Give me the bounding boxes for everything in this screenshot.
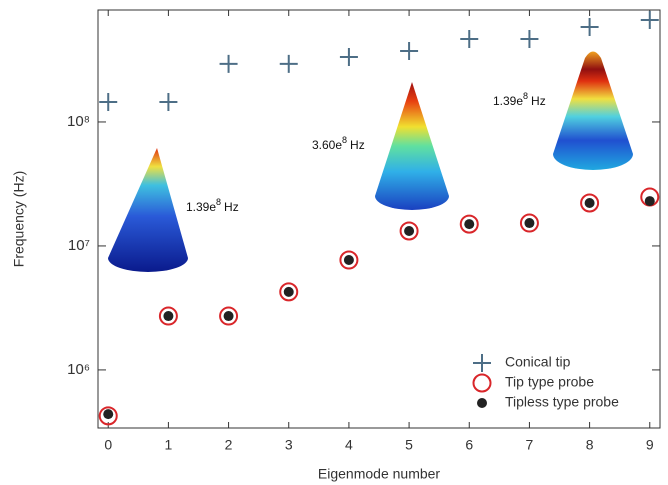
x-tick-label: 2: [225, 437, 233, 453]
circle-marker: [219, 306, 239, 326]
y-tick-label: 10⁶: [67, 361, 90, 378]
dot-marker: [163, 311, 174, 322]
x-axis-label: Eigenmode number: [318, 466, 441, 482]
circle-marker: [279, 282, 299, 302]
plus-marker: [279, 54, 298, 73]
annotation-part: 8: [523, 91, 528, 101]
circle-marker: [519, 213, 539, 233]
y-tick-label: 10⁷: [68, 237, 90, 254]
circle-marker: [459, 214, 479, 234]
legend-label: Tip type probe: [505, 374, 594, 390]
dot-marker: [103, 409, 114, 420]
annotation-part: 1.39e: [186, 200, 216, 214]
circle-marker: [472, 373, 492, 393]
plus-marker: [400, 41, 419, 60]
annotation: 1.39e8 Hz: [493, 91, 546, 108]
plus-marker: [99, 92, 118, 111]
circle-marker: [158, 306, 178, 326]
plus-marker: [580, 17, 599, 36]
x-tick-label: 5: [405, 437, 413, 453]
x-tick-label: 1: [165, 437, 173, 453]
plus-marker: [159, 92, 178, 111]
annotation-part: 3.60e: [312, 138, 342, 152]
annotation: 1.39e8 Hz: [186, 197, 239, 214]
annotation-part: Hz: [350, 138, 365, 152]
dot-marker: [584, 197, 595, 208]
y-axis-label: Frequency (Hz): [11, 171, 27, 267]
x-tick-label: 4: [345, 437, 353, 453]
x-tick-label: 7: [526, 437, 534, 453]
x-tick-label: 3: [285, 437, 293, 453]
legend-label: Tipless type probe: [505, 394, 619, 410]
plus-marker: [460, 29, 479, 48]
plus-marker: [520, 29, 539, 48]
annotation-part: 8: [342, 135, 347, 145]
cone: [375, 82, 449, 210]
circle-marker: [399, 221, 419, 241]
series: [103, 196, 655, 420]
annotation-part: Hz: [224, 200, 239, 214]
x-tick-label: 8: [586, 437, 594, 453]
x-tick-label: 0: [104, 437, 112, 453]
dot-marker: [404, 225, 415, 236]
series: [98, 187, 660, 426]
dot-marker: [477, 398, 487, 408]
annotation: 3.60e8 Hz: [312, 135, 365, 152]
series: [99, 10, 659, 111]
dot-marker: [524, 218, 535, 229]
annotation-part: Hz: [531, 94, 546, 108]
cone: [553, 51, 633, 170]
circle-marker: [339, 250, 359, 270]
dot-marker: [223, 311, 234, 322]
plus-marker: [219, 54, 238, 73]
legend-label: Conical tip: [505, 354, 571, 370]
plus-marker: [473, 354, 491, 372]
dot-marker: [343, 255, 354, 266]
x-tick-label: 9: [646, 437, 654, 453]
circle-marker: [98, 406, 118, 426]
dot-marker: [464, 219, 475, 230]
plot-frame: [97, 9, 661, 429]
circle-marker: [580, 193, 600, 213]
dot-marker: [283, 286, 294, 297]
y-tick-label: 10⁸: [67, 113, 90, 130]
cone: [108, 148, 188, 272]
plus-marker: [339, 48, 358, 67]
plus-marker: [640, 10, 659, 29]
legend: Conical tip Tip type probe Tipless type pr…: [472, 354, 619, 410]
dot-marker: [644, 196, 655, 207]
cone-images: [108, 51, 633, 272]
annotation-part: 8: [216, 197, 221, 207]
annotation-part: 1.39e: [493, 94, 523, 108]
x-tick-label: 6: [465, 437, 473, 453]
